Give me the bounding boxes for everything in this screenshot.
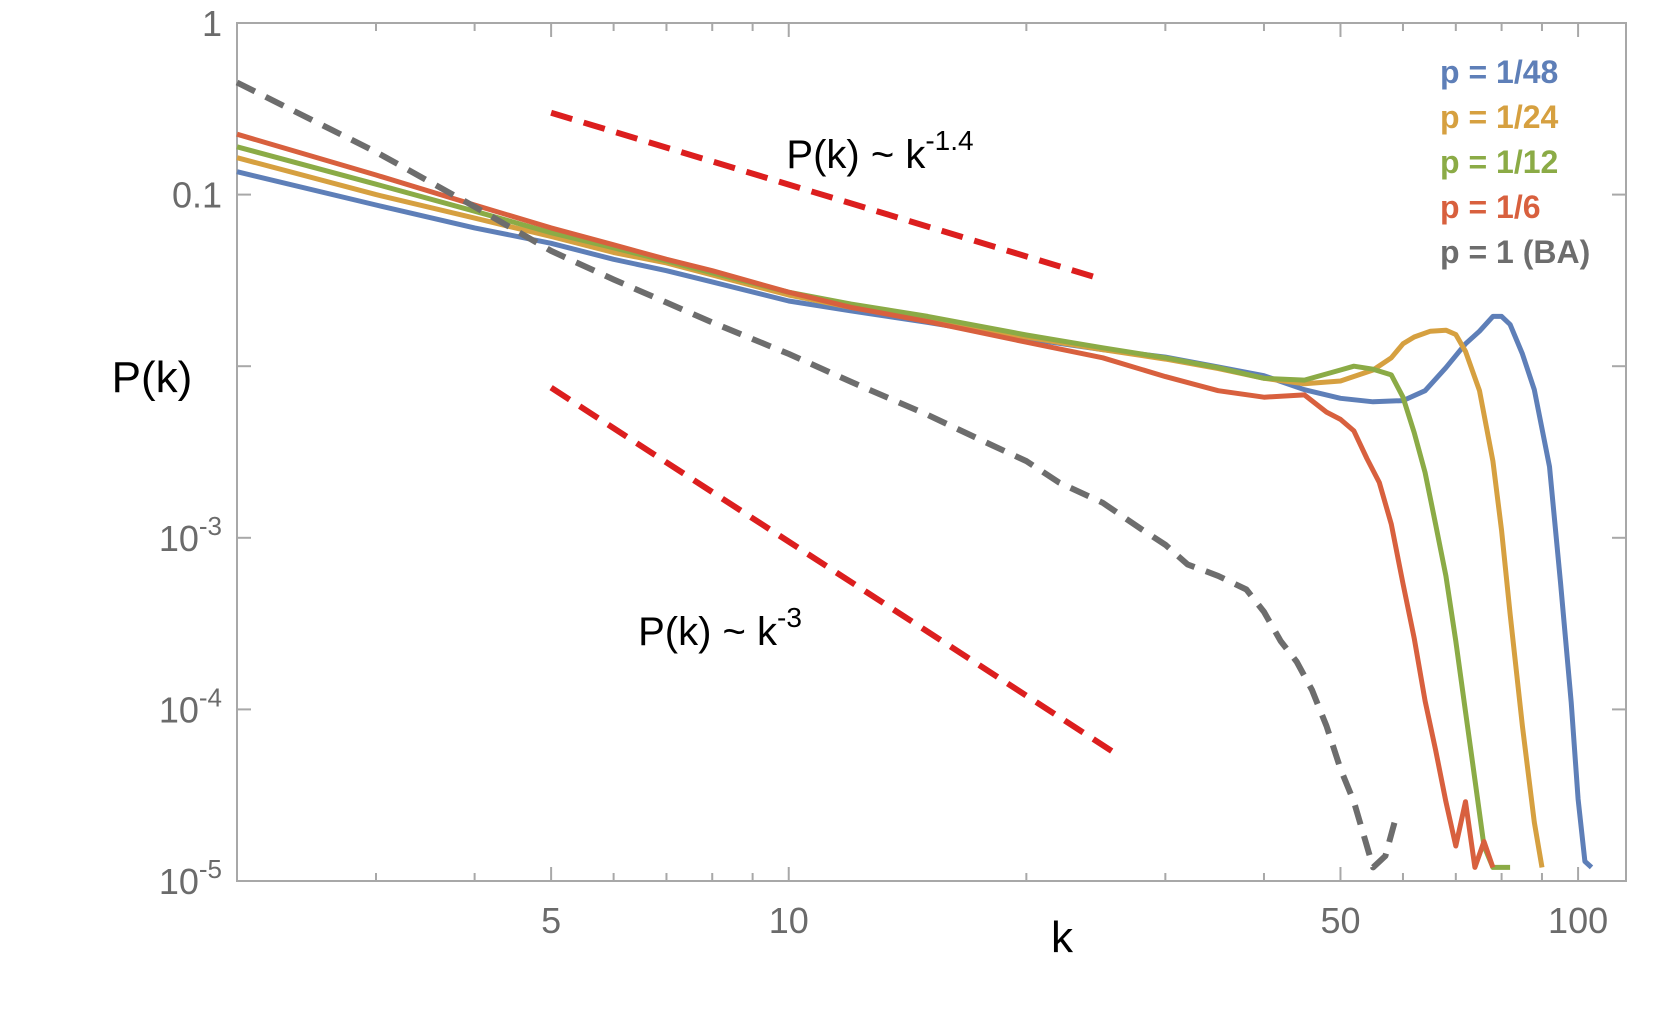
- y-tick-label: 10-4: [159, 682, 222, 730]
- reference-line: [550, 109, 1104, 283]
- y-axis-label: P(k): [112, 353, 193, 402]
- reference-annotation: P(k) ~ k-3: [638, 602, 802, 654]
- series-line: [236, 131, 1496, 870]
- reference-annotation: P(k) ~ k-1.4: [786, 125, 973, 177]
- legend-entry: p = 1/6: [1440, 189, 1541, 225]
- legend-entry: p = 1/24: [1440, 99, 1559, 135]
- reference-lines: [549, 109, 1118, 757]
- legend-entry: p = 1/48: [1440, 54, 1558, 90]
- y-tick-label: 1: [202, 3, 222, 44]
- legend-entry: p = 1 (BA): [1440, 234, 1590, 270]
- x-tick-label: 10: [769, 900, 809, 941]
- x-tick-label: 50: [1320, 900, 1360, 941]
- x-tick-label: 5: [541, 900, 561, 941]
- annotations: P(k) ~ k-1.4 P(k) ~ k-3: [638, 125, 973, 654]
- data-series: [235, 79, 1594, 871]
- x-tick-label: 100: [1548, 900, 1608, 941]
- series-line: [236, 155, 1545, 868]
- axis-ticks: [237, 22, 1626, 882]
- series-line: [235, 79, 1401, 871]
- plot-frame: [236, 22, 1627, 882]
- series-line: [236, 169, 1594, 870]
- y-tick-label: 0.1: [172, 175, 222, 216]
- y-tick-label: 10-5: [159, 854, 222, 902]
- y-tick-label: 10-3: [159, 511, 222, 559]
- legend-entry: p = 1/12: [1440, 144, 1558, 180]
- reference-line: [549, 385, 1118, 757]
- x-tick-labels: 5 10 50 100: [541, 900, 1608, 941]
- x-axis-label: k: [1051, 913, 1074, 962]
- legend: p = 1/48 p = 1/24 p = 1/12 p = 1/6 p = 1 (BA…: [1440, 54, 1590, 270]
- y-tick-labels: 1 0.1 10-3 10-4 10-5: [159, 3, 222, 902]
- series-line: [236, 144, 1511, 870]
